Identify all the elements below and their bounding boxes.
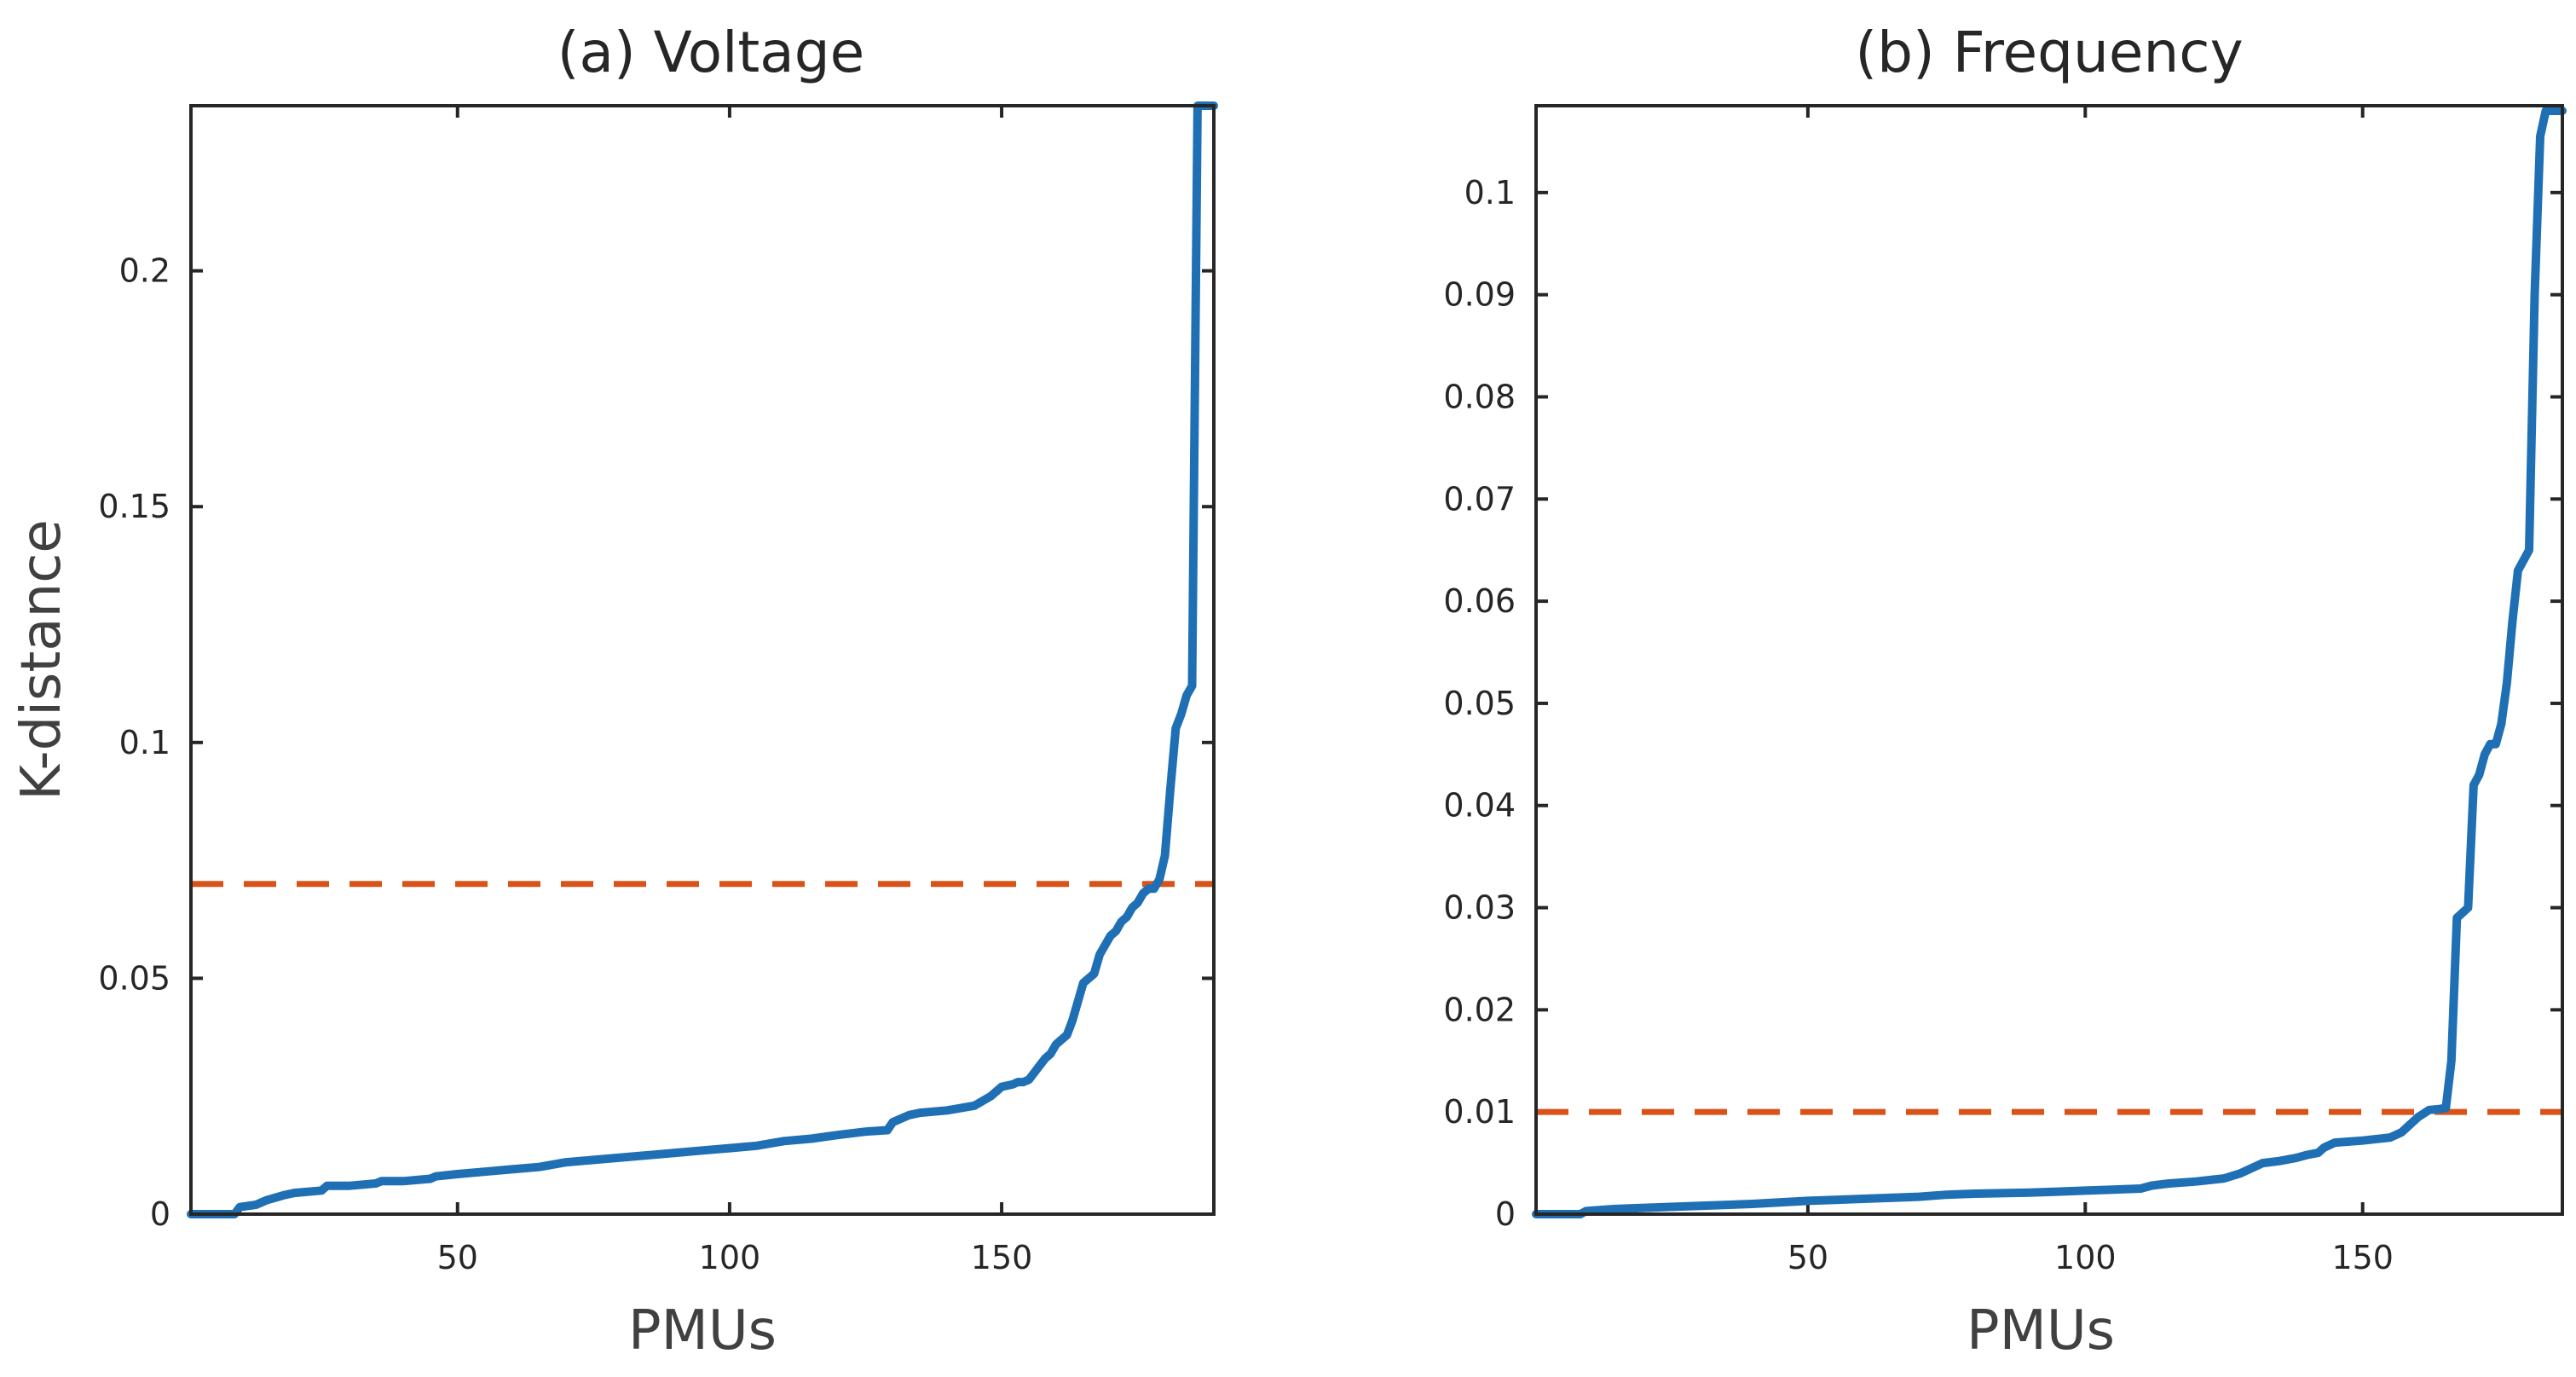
y-tick-label-frequency: 0.06 — [1443, 582, 1516, 620]
y-tick-label-voltage: 0.2 — [119, 252, 170, 290]
y-tick-label-frequency: 0 — [1495, 1195, 1516, 1233]
x-axis-label-frequency: PMUs — [1967, 1299, 2115, 1363]
y-tick-label-frequency: 0.09 — [1443, 276, 1516, 314]
y-tick-label-frequency: 0.08 — [1443, 378, 1516, 415]
y-tick-label-voltage: 0 — [150, 1195, 170, 1233]
axes-frame-frequency — [1534, 104, 2564, 1216]
y-tick-label-frequency: 0.05 — [1443, 685, 1516, 722]
y-tick-label-voltage: 0.05 — [98, 959, 170, 997]
panel-voltage: (a) Voltage 0 0.05 0.1 0.15 0.2 50 100 150 PMU… — [10, 20, 1218, 1363]
x-tick-label-voltage: 50 — [437, 1239, 478, 1276]
y-tick-label-voltage: 0.15 — [98, 488, 170, 525]
y-tick-label-frequency: 0.03 — [1443, 889, 1516, 927]
x-tick-label-frequency: 50 — [1788, 1239, 1828, 1276]
panel-frequency: (b) Frequency 00.010.020.030.040.050.060… — [1443, 20, 2567, 1363]
x-tick-labels-frequency: 50 100 150 — [1788, 1239, 2394, 1276]
y-tick-label-frequency: 0.01 — [1443, 1093, 1516, 1131]
tick-marks-voltage — [191, 106, 1214, 1214]
tick-marks-frequency — [1536, 106, 2562, 1214]
k-distance-curve-voltage — [187, 101, 1218, 1218]
y-tick-label-frequency: 0.1 — [1464, 174, 1516, 211]
k-distance-curve-frequency — [1532, 107, 2567, 1218]
axes-frame-voltage — [189, 104, 1216, 1216]
chart-title-frequency: (b) Frequency — [1855, 20, 2243, 85]
x-tick-label-voltage: 100 — [699, 1239, 761, 1276]
y-tick-label-voltage: 0.1 — [119, 724, 170, 761]
y-tick-labels-frequency: 0 0.01 0.02 0.03 0.04 0.05 0.06 0.07 0.08 0.09 0.1 — [1443, 174, 1516, 1233]
y-tick-label-frequency: 0.02 — [1443, 991, 1516, 1028]
x-tick-label-voltage: 150 — [971, 1239, 1033, 1276]
x-tick-labels-voltage: 50 100 150 — [437, 1239, 1033, 1276]
x-tick-label-frequency: 150 — [2331, 1239, 2394, 1276]
y-tick-labels-voltage: 0 0.05 0.1 0.15 0.2 — [98, 252, 170, 1233]
x-tick-label-frequency: 100 — [2054, 1239, 2117, 1276]
chart-title-voltage: (a) Voltage — [557, 20, 865, 85]
y-tick-label-frequency: 0.04 — [1443, 787, 1516, 824]
y-tick-label-frequency: 0.07 — [1443, 480, 1516, 518]
x-axis-label-voltage: PMUs — [628, 1299, 777, 1363]
y-axis-label-voltage: K-distance — [10, 519, 73, 801]
